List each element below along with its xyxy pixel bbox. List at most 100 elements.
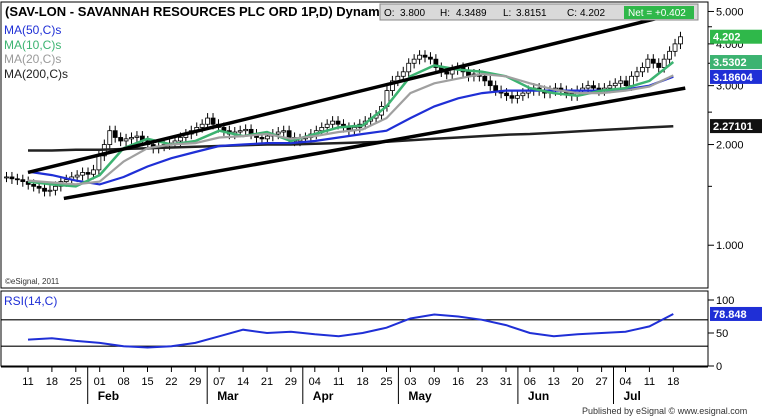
legend-ma10: MA(10,C)s bbox=[4, 38, 61, 52]
date-tick-label: 15 bbox=[141, 376, 153, 388]
date-tick-label: 06 bbox=[524, 376, 536, 388]
candle-down bbox=[36, 185, 42, 189]
price-panel bbox=[0, 1, 709, 289]
candle-up bbox=[91, 169, 96, 175]
month-label: Mar bbox=[217, 389, 239, 403]
price-badge-label: 4.202 bbox=[713, 32, 741, 44]
candle-down bbox=[623, 80, 629, 87]
trendlines bbox=[27, 9, 686, 201]
date-tick-label: 03 bbox=[404, 376, 416, 388]
candle-down bbox=[9, 176, 15, 180]
candle-up bbox=[406, 62, 412, 73]
candle-down bbox=[335, 120, 341, 125]
price-tick-label: 2.000 bbox=[716, 140, 744, 152]
candle-up bbox=[47, 189, 53, 192]
price-tick-label: 5.000 bbox=[716, 6, 744, 18]
candle-up bbox=[205, 117, 210, 125]
candle-up bbox=[53, 185, 58, 191]
candle-up bbox=[319, 127, 325, 132]
copyright-note: ©eSignal, 2011 bbox=[5, 277, 60, 286]
moving-average-lines bbox=[27, 61, 675, 188]
quote-box: O: 3.800 H: 4.3489 L: 3.8151 C: 4.202 Ne… bbox=[379, 3, 699, 21]
price-badge-label: 3.5302 bbox=[713, 57, 747, 69]
candle-up bbox=[243, 128, 249, 132]
candle-down bbox=[487, 80, 493, 87]
candle-up bbox=[417, 54, 422, 60]
date-tick-label: 21 bbox=[261, 376, 273, 388]
date-tick-label: 18 bbox=[356, 376, 368, 388]
candle-up bbox=[324, 123, 330, 128]
candle-down bbox=[422, 54, 428, 58]
series-line-ma-10-c-s bbox=[27, 61, 675, 188]
candle-up bbox=[629, 75, 634, 87]
date-tick-label: 29 bbox=[285, 376, 297, 388]
month-label: Jul bbox=[624, 389, 641, 403]
candle-up bbox=[178, 137, 183, 142]
rsi-badge bbox=[710, 306, 762, 321]
candle-up bbox=[612, 82, 618, 87]
candle-down bbox=[433, 58, 439, 68]
date-tick-label: 18 bbox=[667, 376, 679, 388]
lower-trendline bbox=[63, 86, 686, 201]
rsi-axis: 100 50 0 78.848 bbox=[708, 295, 762, 373]
month-label: Apr bbox=[313, 389, 334, 403]
candle-down bbox=[650, 58, 656, 64]
candle-up bbox=[678, 36, 683, 45]
close-label: C: bbox=[567, 8, 577, 19]
date-tick-label: 01 bbox=[94, 376, 106, 388]
high-label: H: bbox=[440, 8, 450, 19]
candle-up bbox=[585, 85, 591, 89]
price-badge bbox=[710, 29, 762, 44]
candle-down bbox=[428, 56, 433, 60]
price-badge-label: 3.18604 bbox=[713, 72, 754, 84]
candle-up bbox=[275, 131, 281, 135]
candle-up bbox=[63, 179, 69, 182]
candle-up bbox=[672, 43, 678, 52]
rsi-tick-label: 50 bbox=[716, 328, 728, 340]
date-tick-label: 04 bbox=[619, 376, 631, 388]
candle-up bbox=[607, 85, 613, 89]
candle-down bbox=[14, 178, 20, 181]
rsi-series-line bbox=[27, 313, 674, 349]
date-tick-label: 08 bbox=[117, 376, 129, 388]
price-tick-label: 1.000 bbox=[716, 240, 744, 252]
rsi-badge-label: 78.848 bbox=[713, 309, 747, 321]
candle-down bbox=[42, 187, 47, 192]
rsi-line bbox=[27, 313, 674, 349]
price-badge bbox=[710, 55, 762, 70]
candle-up bbox=[515, 95, 520, 99]
candle-down bbox=[493, 85, 499, 91]
date-tick-label: 11 bbox=[644, 376, 655, 388]
candle-down bbox=[286, 130, 292, 138]
candle-up bbox=[389, 80, 395, 91]
legend-ma20: MA(20,C)s bbox=[4, 52, 61, 66]
candle-up bbox=[411, 58, 417, 64]
date-tick-label: 07 bbox=[213, 376, 225, 388]
candle-down bbox=[444, 71, 450, 75]
legend-ma200: MA(200,C)s bbox=[4, 67, 68, 81]
candle-up bbox=[640, 67, 645, 73]
candle-up bbox=[281, 130, 287, 133]
date-tick-label: 18 bbox=[46, 376, 58, 388]
candle-up bbox=[330, 120, 336, 125]
candle-up bbox=[661, 58, 667, 68]
date-tick-label: 11 bbox=[22, 376, 33, 388]
date-tick-label: 31 bbox=[500, 376, 512, 388]
date-tick-label: 09 bbox=[428, 376, 440, 388]
candle-up bbox=[96, 155, 102, 171]
candle-down bbox=[259, 137, 265, 140]
date-tick-label: 27 bbox=[595, 376, 607, 388]
candle-up bbox=[667, 50, 672, 60]
candle-down bbox=[210, 117, 216, 125]
ma-legend: MA(50,C)s MA(10,C)s MA(20,C)s MA(200,C)s bbox=[4, 23, 68, 81]
candle-down bbox=[85, 172, 91, 175]
high-value: 4.3489 bbox=[456, 8, 487, 19]
rsi-tick-label: 0 bbox=[716, 361, 722, 373]
date-tick-label: 16 bbox=[452, 376, 464, 388]
price-axis: 5.0004.0003.0002.0001.0004.2023.53023.18… bbox=[708, 6, 762, 252]
chart-title: (SAV-LON - SAVANNAH RESOURCES PLC ORD 1P… bbox=[5, 4, 380, 19]
date-tick-label: 13 bbox=[548, 376, 560, 388]
candle-down bbox=[509, 95, 515, 99]
date-tick-label: 23 bbox=[476, 376, 488, 388]
